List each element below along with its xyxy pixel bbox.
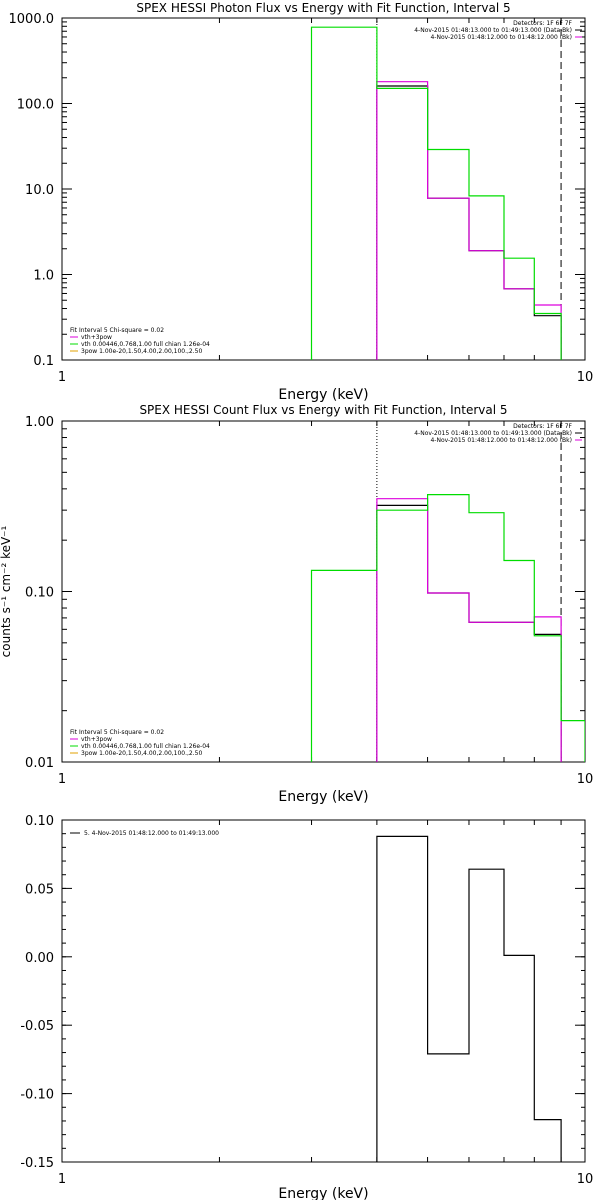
x-tick-label: 10 — [577, 1172, 594, 1187]
chart-panel-2: 1 10 1.00 0.10 0.01 SPEX HESSI Count Flux vs … — [0, 403, 593, 805]
series-green-step — [310, 494, 585, 762]
series-magenta-step — [376, 81, 562, 360]
legend-bottom-left-text: Fit Interval 5 Chi-square = 0.02 — [70, 729, 164, 736]
y-tick-label: -0.10 — [20, 1088, 54, 1103]
y-tick-label: -0.15 — [20, 1156, 54, 1171]
x-tick-label: 10 — [577, 370, 594, 385]
y-tick-label: 10.0 — [25, 183, 54, 198]
y-tick-label: 0.01 — [25, 756, 54, 771]
legend-top-left-text: 5. 4-Nov-2015 01:48:12.000 to 01:49:13.0… — [84, 830, 219, 837]
legend-bottom-left-text: vth 0.00446,0.768,1.00 full chian 1.26e-… — [81, 341, 210, 348]
y-tick-label: 1000.0 — [9, 12, 55, 27]
y-tick-label: 0.05 — [25, 882, 54, 897]
x-tick-label: 10 — [577, 772, 594, 787]
legend-bottom-left-text: vth+3pow — [81, 736, 112, 743]
x-tick-label: 1 — [58, 772, 66, 787]
chart-title: SPEX HESSI Count Flux vs Energy with Fit… — [139, 403, 507, 417]
legend-bottom-left-text: vth+3pow — [81, 334, 112, 341]
legend-top-right-text: 4-Nov-2015 01:48:12.000 to 01:48:12.000 … — [430, 437, 572, 444]
data-area — [310, 494, 585, 762]
y-tick-label: 0.10 — [25, 586, 54, 601]
data-area — [310, 26, 562, 360]
legend-top-right-text: Detectors: 1F 6F 7F — [513, 20, 572, 27]
series-black-step — [376, 835, 562, 1162]
chart-panel-1: 1 10 1000.0 100.0 10.0 1.0 0.1 SPEX HESSI Photo… — [9, 1, 594, 403]
data-area — [376, 835, 562, 1162]
plot-frame — [61, 819, 586, 1163]
series-magenta-step — [376, 498, 562, 762]
chart-title: SPEX HESSI Photon Flux vs Energy with Fi… — [136, 1, 510, 15]
y-tick-label: 1.00 — [25, 415, 54, 430]
x-axis-label: Energy (keV) — [278, 387, 368, 403]
legend-top-right-text: 4-Nov-2015 01:48:13.000 to 01:49:13.000 … — [414, 27, 572, 34]
legend-top-right-text: 4-Nov-2015 01:48:12.000 to 01:48:12.000 … — [430, 34, 572, 41]
legend-bottom-left-text: 3pow 1.00e-20,1.50,4.00,2.00,100.,2.50 — [81, 750, 202, 757]
plot-frame — [61, 420, 586, 763]
plot-frame — [61, 17, 586, 361]
x-axis-label: Energy (keV) — [278, 1186, 368, 1200]
x-axis-label: Energy (keV) — [278, 789, 368, 805]
x-tick-label: 1 — [58, 1172, 66, 1187]
y-tick-label: 0.10 — [25, 814, 54, 829]
legend-top-right-text: 4-Nov-2015 01:48:13.000 to 01:49:13.000 … — [414, 430, 572, 437]
legend-top-right-text: Detectors: 1F 6F 7F — [513, 423, 572, 430]
chart-panel-3: 1 10 0.10 0.05 0.00 -0.05 -0.10 -0.15 Energy (ke… — [20, 814, 593, 1200]
y-tick-label: 0.00 — [25, 951, 54, 966]
x-tick-label: 1 — [58, 370, 66, 385]
y-axis-label: counts s⁻¹ cm⁻² keV⁻¹ — [0, 525, 13, 657]
legend-bottom-left-text: 3pow 1.00e-20,1.50,4.00,2.00,100.,2.50 — [81, 348, 202, 355]
series-black-step — [376, 504, 562, 762]
legend-bottom-left-text: vth 0.00446,0.768,1.00 full chian 1.26e-… — [81, 743, 210, 750]
y-tick-label: 100.0 — [17, 98, 54, 113]
y-tick-label: 0.1 — [33, 354, 54, 369]
legend-bottom-left-text: Fit Interval 5 Chi-square = 0.02 — [70, 327, 164, 334]
y-tick-label: 1.0 — [33, 269, 54, 284]
y-tick-label: -0.05 — [20, 1019, 54, 1034]
series-green-step — [310, 26, 562, 360]
